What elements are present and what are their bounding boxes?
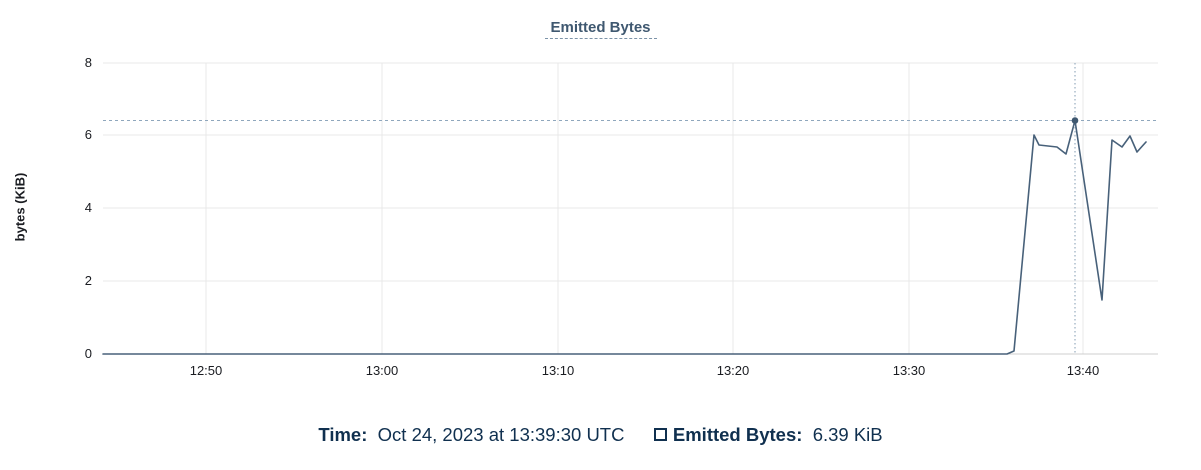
svg-text:13:30: 13:30 — [893, 363, 926, 378]
svg-text:13:20: 13:20 — [717, 363, 750, 378]
svg-text:4: 4 — [85, 200, 92, 215]
svg-text:13:40: 13:40 — [1067, 363, 1100, 378]
svg-text:6: 6 — [85, 127, 92, 142]
svg-text:8: 8 — [85, 55, 92, 70]
svg-text:12:50: 12:50 — [190, 363, 223, 378]
svg-text:13:10: 13:10 — [542, 363, 575, 378]
svg-text:0: 0 — [85, 346, 92, 361]
svg-text:2: 2 — [85, 273, 92, 288]
svg-text:13:00: 13:00 — [366, 363, 399, 378]
